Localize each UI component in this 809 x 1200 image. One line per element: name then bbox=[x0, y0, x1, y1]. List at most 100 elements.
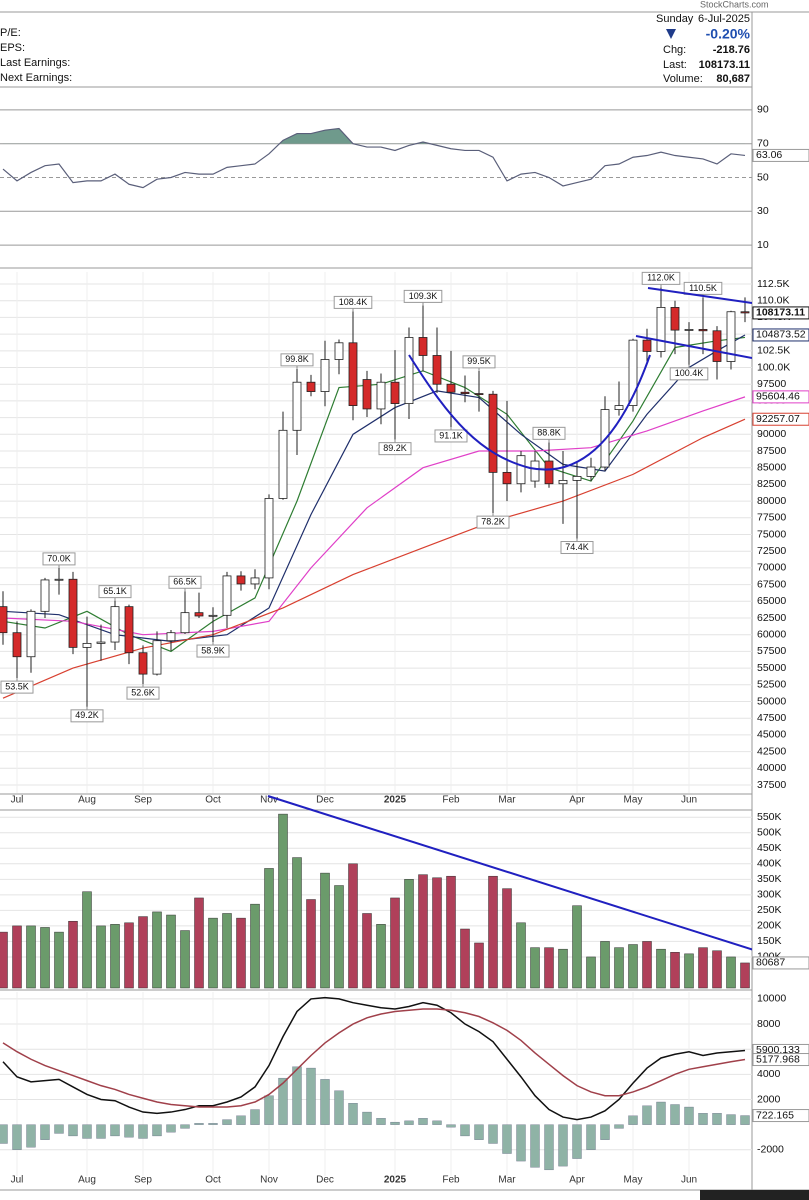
x-tick-label: Aug bbox=[78, 795, 96, 806]
candle-body bbox=[54, 578, 64, 581]
cup-pattern bbox=[408, 354, 651, 471]
candle-body bbox=[530, 460, 540, 482]
value-label: 722.165 bbox=[756, 1109, 794, 1121]
x-tick-label: Aug bbox=[78, 1175, 96, 1186]
site-label: StockCharts.com bbox=[700, 0, 769, 9]
histogram-bar bbox=[264, 1095, 274, 1125]
histogram-bar bbox=[432, 1120, 442, 1125]
y-tick-label: 550K bbox=[757, 811, 782, 823]
histogram-bar bbox=[572, 1124, 582, 1159]
x-tick-label: Dec bbox=[316, 795, 334, 806]
histogram-bar bbox=[12, 1124, 22, 1150]
annotation-box bbox=[403, 289, 443, 303]
y-tick-label: 60000 bbox=[757, 628, 786, 640]
x-tick-label: Feb bbox=[442, 795, 460, 806]
histogram-bar bbox=[96, 1124, 106, 1139]
value-box bbox=[752, 1053, 809, 1067]
candle-body bbox=[306, 381, 316, 392]
y-tick-label: 87500 bbox=[757, 445, 786, 457]
histogram-bar bbox=[334, 1090, 344, 1125]
chg: -218.76 bbox=[713, 44, 750, 56]
down-arrow bbox=[666, 29, 676, 39]
histogram-bar bbox=[180, 1124, 190, 1129]
volume-bar bbox=[684, 953, 694, 989]
y-tick-label: 90 bbox=[757, 104, 769, 116]
volume-bar bbox=[348, 863, 358, 989]
histogram-bar bbox=[390, 1121, 400, 1125]
annotation-box bbox=[669, 367, 709, 381]
y-tick-label: 50 bbox=[757, 171, 769, 183]
annotation-box bbox=[280, 353, 314, 367]
candle-body bbox=[404, 337, 414, 404]
histogram-bar bbox=[278, 1077, 288, 1125]
y-tick-label: 67500 bbox=[757, 578, 786, 590]
histogram-bar bbox=[26, 1124, 36, 1148]
annotation-label: 53.5K bbox=[5, 681, 29, 691]
histogram-bar bbox=[124, 1124, 134, 1138]
volume-bar bbox=[656, 948, 666, 989]
volume-bar bbox=[712, 950, 722, 989]
y-tick-label: 200K bbox=[757, 920, 782, 932]
y-tick-label: 55000 bbox=[757, 662, 786, 674]
histogram-bar bbox=[348, 1103, 358, 1125]
value-box bbox=[752, 306, 809, 320]
volume-bar bbox=[488, 875, 498, 989]
y-tick-label: 50000 bbox=[757, 695, 786, 707]
histogram-bar bbox=[726, 1114, 736, 1125]
x-tick-label: Jul bbox=[11, 795, 24, 806]
moving-average bbox=[2, 334, 746, 642]
histogram-bar bbox=[544, 1124, 554, 1171]
y-tick-label: 10 bbox=[757, 239, 769, 251]
trendlines bbox=[267, 287, 752, 951]
volume-bar bbox=[432, 877, 442, 989]
value-label: 5177.968 bbox=[756, 1053, 800, 1065]
histogram-bar bbox=[320, 1079, 330, 1125]
candle-body bbox=[334, 342, 344, 360]
candle-body bbox=[558, 479, 568, 485]
last: 108173.11 bbox=[699, 59, 750, 71]
volume-bar bbox=[26, 925, 36, 989]
histogram-bar bbox=[362, 1111, 372, 1125]
date: 6-Jul-2025 bbox=[698, 13, 750, 25]
candle-body bbox=[516, 455, 526, 485]
x-tick-label: Mar bbox=[498, 1175, 516, 1186]
y-tick-label: -2000 bbox=[757, 1144, 784, 1156]
y-tick-label: 112.5K bbox=[757, 278, 790, 290]
candle-body bbox=[712, 330, 722, 362]
y-tick-label: 82500 bbox=[757, 478, 786, 490]
annotation-label: 74.4K bbox=[565, 542, 589, 552]
plot-area: 53.5K 70.0K 49.2K 65.1K 52.6K 66.5K 58.9K 99.8K… bbox=[0, 109, 752, 1176]
histogram-bar bbox=[558, 1124, 568, 1167]
candle-body bbox=[502, 471, 512, 485]
value-label: 80687 bbox=[756, 957, 785, 969]
volume-bar bbox=[236, 917, 246, 989]
y-tick-label: 102.5K bbox=[757, 345, 790, 357]
x-tick-label: Nov bbox=[260, 1175, 278, 1186]
next-earnings-label: Next Earnings: bbox=[0, 72, 72, 84]
macd-line bbox=[2, 996, 746, 1121]
candle-body bbox=[474, 393, 484, 395]
candle-body bbox=[124, 606, 134, 654]
y-tick-label: 72500 bbox=[757, 545, 786, 557]
y-tick-label: 97500 bbox=[757, 378, 786, 390]
volume-bar bbox=[68, 920, 78, 989]
histogram-bar bbox=[194, 1123, 204, 1125]
annotation-box bbox=[462, 355, 496, 369]
annotation-label: 70.0K bbox=[47, 553, 71, 563]
histogram-bar bbox=[642, 1105, 652, 1125]
candle-body bbox=[670, 307, 680, 331]
y-tick-label: 40000 bbox=[757, 762, 786, 774]
candle-body bbox=[446, 383, 456, 393]
value-box bbox=[752, 1109, 809, 1123]
x-tick-label: Jul bbox=[11, 1175, 24, 1186]
volume-bar bbox=[0, 931, 8, 989]
annotation-box bbox=[168, 575, 202, 589]
volume-bar bbox=[222, 913, 232, 989]
histogram-bar bbox=[166, 1124, 176, 1133]
volume-bar bbox=[250, 903, 260, 989]
volume-bar bbox=[446, 875, 456, 989]
histogram-bar bbox=[740, 1115, 750, 1125]
candle-body bbox=[614, 405, 624, 410]
